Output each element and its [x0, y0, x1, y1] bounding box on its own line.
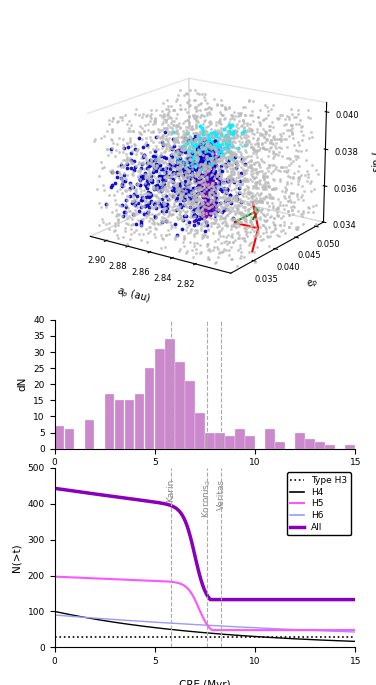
Bar — [155, 349, 165, 449]
H6 — [353, 628, 358, 636]
Bar — [185, 381, 195, 449]
H6 — [83, 613, 88, 621]
Line: H4: H4 — [55, 612, 355, 641]
H4 — [287, 634, 291, 643]
Type H3 — [292, 633, 297, 641]
X-axis label: CRE (Myr): CRE (Myr) — [179, 680, 231, 685]
Bar — [105, 394, 114, 449]
Text: Veritas: Veritas — [217, 479, 226, 510]
Bar — [175, 362, 185, 449]
Bar — [65, 429, 74, 449]
H6 — [174, 619, 179, 627]
Line: All: All — [55, 488, 355, 599]
Bar — [195, 413, 205, 449]
H6 — [185, 620, 189, 628]
H5 — [353, 626, 358, 634]
H5 — [287, 626, 292, 634]
Type H3 — [287, 633, 291, 641]
Bar — [165, 339, 174, 449]
Y-axis label: $e_p$: $e_p$ — [305, 275, 321, 292]
Line: H5: H5 — [55, 577, 355, 630]
All — [52, 484, 57, 493]
H4 — [353, 637, 358, 645]
Y-axis label: N(>t): N(>t) — [12, 543, 22, 572]
H6 — [259, 624, 263, 632]
Type H3 — [174, 633, 179, 641]
X-axis label: CRE (Myr): CRE (Myr) — [179, 482, 231, 491]
Bar — [145, 369, 155, 449]
Bar — [55, 426, 64, 449]
Type H3 — [185, 633, 189, 641]
Bar — [235, 429, 245, 449]
H5 — [293, 626, 297, 634]
Bar — [225, 436, 235, 449]
All — [259, 595, 264, 603]
H6 — [52, 611, 57, 619]
Bar — [205, 433, 215, 449]
Bar — [325, 445, 335, 449]
X-axis label: $a_p$ (au): $a_p$ (au) — [115, 284, 152, 307]
H5 — [174, 578, 179, 586]
H5 — [210, 626, 214, 634]
Bar — [245, 436, 255, 449]
Bar — [265, 429, 275, 449]
Bar — [125, 400, 135, 449]
H4 — [185, 627, 189, 635]
Legend: Type H3, H4, H5, H6, All: Type H3, H4, H5, H6, All — [287, 473, 351, 536]
Y-axis label: dN: dN — [18, 377, 28, 391]
Text: Koronis$_2$: Koronis$_2$ — [201, 479, 213, 518]
All — [174, 504, 179, 512]
H4 — [83, 613, 88, 621]
H4 — [52, 608, 57, 616]
Bar — [85, 420, 94, 449]
H4 — [292, 635, 297, 643]
All — [208, 595, 213, 603]
All — [287, 595, 292, 603]
Bar — [215, 433, 225, 449]
Type H3 — [83, 633, 88, 641]
H5 — [185, 584, 189, 592]
Bar — [345, 445, 355, 449]
Bar — [315, 443, 325, 449]
All — [353, 595, 358, 603]
H4 — [259, 633, 263, 641]
H4 — [174, 626, 179, 634]
All — [185, 521, 189, 530]
H6 — [287, 625, 291, 634]
Type H3 — [52, 633, 57, 641]
Text: Karin: Karin — [166, 479, 175, 502]
Bar — [115, 400, 124, 449]
Type H3 — [353, 633, 358, 641]
H6 — [292, 625, 297, 634]
Bar — [295, 433, 305, 449]
Bar — [305, 439, 315, 449]
All — [83, 488, 88, 497]
H5 — [83, 574, 88, 582]
All — [293, 595, 297, 603]
Type H3 — [259, 633, 263, 641]
H5 — [52, 573, 57, 581]
Bar — [275, 443, 285, 449]
H5 — [259, 626, 264, 634]
Bar — [135, 394, 144, 449]
Line: H6: H6 — [55, 615, 355, 632]
